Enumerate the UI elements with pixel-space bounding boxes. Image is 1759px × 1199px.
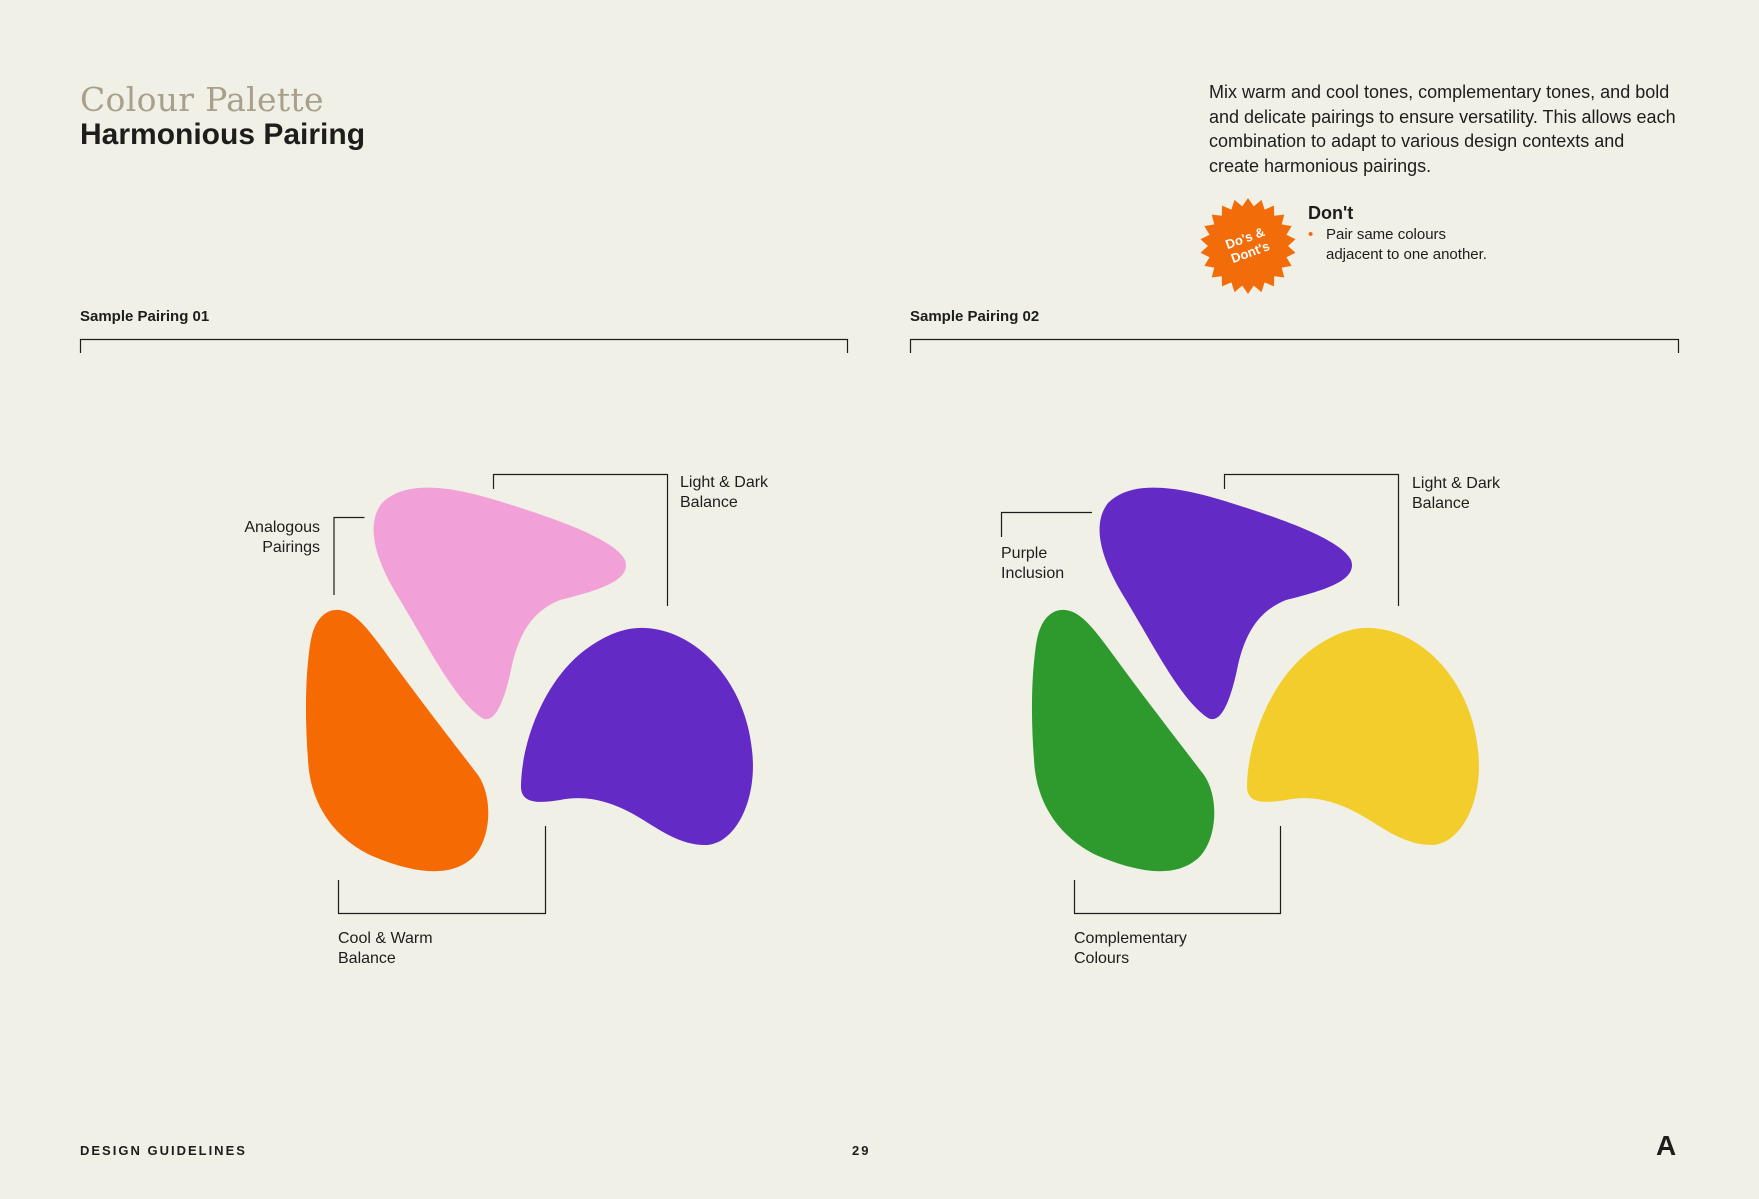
cool-warm-balance-label: Cool & Warm Balance	[338, 929, 433, 969]
page-title: Harmonious Pairing	[80, 118, 366, 151]
light-dark-2-line2: Balance	[1412, 495, 1470, 512]
purple-inclusion-line1: Purple	[1001, 545, 1048, 562]
purple-blob	[520, 627, 753, 845]
analogous-line2: Pairings	[262, 539, 320, 556]
light-dark-balance-label-2: Light & Dark Balance	[1412, 474, 1500, 514]
bullet-icon: •	[1308, 226, 1314, 243]
complementary-colours-label: Complementary Colours	[1074, 929, 1187, 969]
light-dark-balance-label: Light & Dark Balance	[680, 473, 768, 513]
green-blob	[1031, 609, 1215, 872]
brand-logo: A	[1656, 1130, 1677, 1161]
pairing-02-bracket	[909, 338, 1680, 353]
purple-blob	[1099, 487, 1352, 720]
dont-list-item: • Pair same colours adjacent to one anoth…	[1308, 225, 1487, 265]
section-title: Colour Palette	[80, 80, 324, 119]
light-dark-callout-line-2	[1223, 473, 1400, 606]
dos-donts-badge: Do's & Dont's	[1200, 198, 1296, 294]
footer-document-title: DESIGN GUIDELINES	[80, 1143, 247, 1158]
yellow-blob	[1246, 627, 1479, 845]
dont-heading: Don't	[1308, 203, 1354, 223]
complementary-line1: Complementary	[1074, 930, 1187, 947]
light-dark-2-line1: Light & Dark	[1412, 475, 1501, 492]
page-number: 29	[852, 1143, 871, 1158]
cool-warm-line2: Balance	[338, 950, 396, 967]
purple-inclusion-callout-line	[1000, 511, 1092, 537]
purple-inclusion-line2: Inclusion	[1001, 565, 1065, 582]
light-dark-line1: Light & Dark	[680, 474, 769, 491]
cool-warm-line1: Cool & Warm	[338, 930, 433, 947]
dont-item-line1: Pair same colours	[1326, 226, 1447, 243]
sample-pairing-01-label: Sample Pairing 01	[80, 308, 210, 325]
analogous-pairings-label: Analogous Pairings	[200, 518, 320, 558]
orange-blob	[305, 609, 489, 872]
complementary-callout-line	[1073, 826, 1282, 915]
sample-pairing-02-label: Sample Pairing 02	[910, 308, 1040, 325]
analogous-line1: Analogous	[244, 519, 320, 536]
badge-starburst-shape	[1200, 198, 1296, 294]
pink-blob	[373, 487, 626, 720]
light-dark-line2: Balance	[680, 494, 738, 511]
cool-warm-callout-line	[337, 826, 547, 915]
analogous-callout-line	[333, 516, 365, 595]
intro-paragraph: Mix warm and cool tones, complementary t…	[1209, 82, 1676, 176]
pairing-01-bracket	[79, 338, 849, 353]
dont-item-line2: adjacent to one another.	[1326, 246, 1487, 263]
purple-inclusion-label: Purple Inclusion	[1001, 544, 1064, 584]
light-dark-callout-line	[492, 473, 669, 606]
complementary-line2: Colours	[1074, 950, 1130, 967]
